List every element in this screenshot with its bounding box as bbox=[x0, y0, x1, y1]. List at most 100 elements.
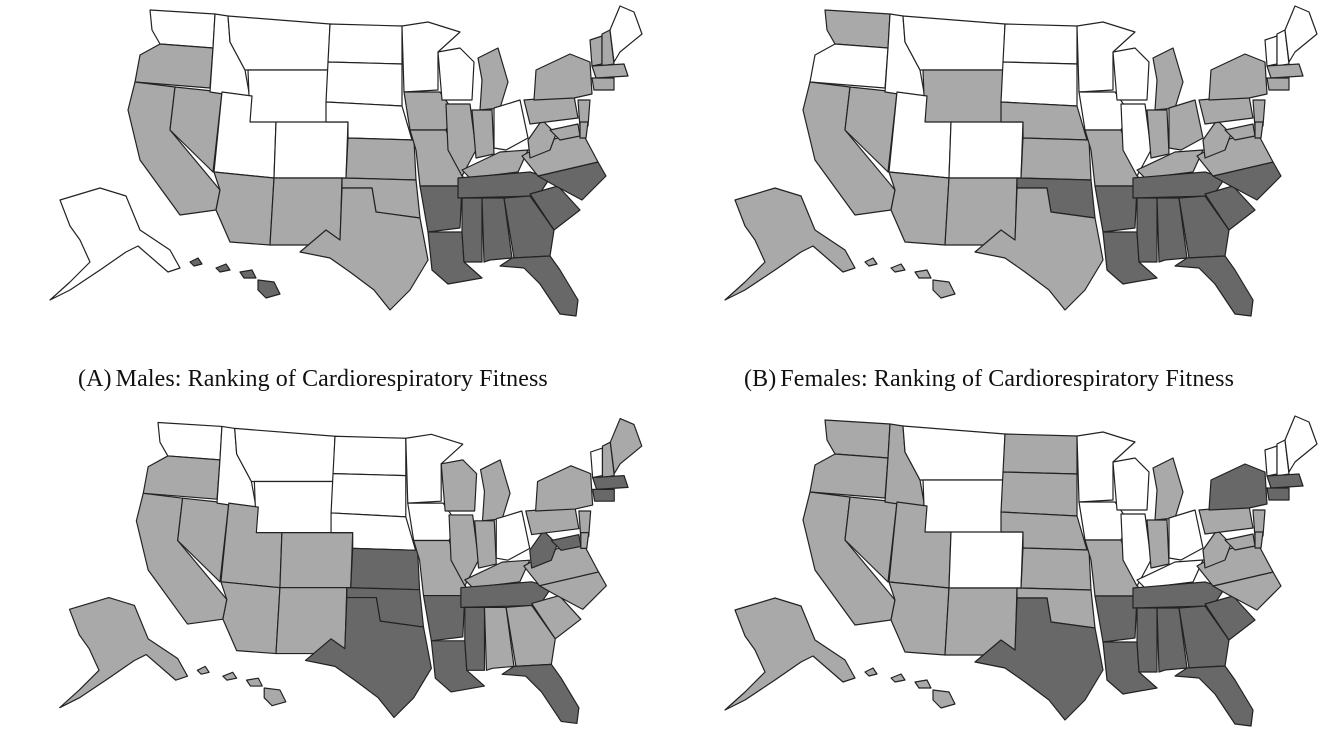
state-mt bbox=[902, 425, 1006, 481]
state-nv bbox=[177, 497, 230, 583]
state-wa bbox=[824, 9, 891, 49]
state-oh bbox=[1168, 509, 1204, 561]
state-ak bbox=[59, 596, 189, 709]
state-hi-island-3 bbox=[245, 677, 263, 687]
state-ar bbox=[1094, 185, 1138, 233]
state-nd bbox=[1002, 433, 1078, 475]
state-hi-island-4 bbox=[932, 279, 956, 299]
state-ma bbox=[591, 63, 629, 79]
state-or bbox=[809, 43, 889, 89]
state-al bbox=[483, 606, 515, 671]
state-me bbox=[1284, 5, 1318, 63]
state-sc bbox=[531, 594, 582, 640]
state-co bbox=[948, 531, 1024, 589]
state-vt bbox=[1264, 35, 1278, 67]
state-wy bbox=[253, 480, 334, 537]
state-sc bbox=[529, 185, 581, 231]
map-panel-d bbox=[700, 410, 1318, 730]
state-il bbox=[1120, 103, 1152, 177]
us-map-a bbox=[49, 5, 643, 317]
state-ar bbox=[1094, 595, 1138, 643]
state-nd bbox=[332, 435, 407, 477]
state-il bbox=[445, 103, 477, 177]
state-ms bbox=[461, 197, 483, 263]
state-fl bbox=[501, 663, 580, 724]
state-vt bbox=[590, 447, 604, 479]
state-ct bbox=[592, 488, 615, 502]
state-az bbox=[220, 581, 281, 655]
state-ms bbox=[464, 606, 486, 671]
state-ms bbox=[1136, 607, 1158, 673]
state-in bbox=[474, 520, 497, 569]
state-ma bbox=[1266, 63, 1304, 79]
state-nv bbox=[844, 496, 898, 583]
state-co bbox=[279, 532, 354, 589]
state-az bbox=[213, 171, 275, 246]
caption-b-text: Females: Ranking of Cardiorespiratory Fi… bbox=[780, 366, 1235, 392]
state-oh bbox=[1168, 99, 1204, 151]
state-sc bbox=[1204, 185, 1256, 231]
caption-a: (A) Males: Ranking of Cardiorespiratory F… bbox=[78, 366, 548, 393]
state-pa bbox=[1198, 95, 1254, 125]
state-de bbox=[1254, 121, 1264, 139]
state-tx bbox=[299, 187, 429, 311]
state-ct bbox=[1266, 487, 1290, 501]
state-il bbox=[448, 514, 480, 587]
state-me bbox=[609, 417, 643, 475]
state-vt bbox=[1264, 445, 1278, 477]
us-map-c bbox=[59, 417, 643, 724]
state-nv bbox=[169, 86, 223, 173]
state-ma bbox=[592, 475, 629, 490]
state-in bbox=[471, 109, 495, 159]
state-hi-island-4 bbox=[932, 689, 956, 709]
state-pa bbox=[1198, 505, 1254, 535]
map-panel-a bbox=[30, 0, 643, 320]
state-hi-island-2 bbox=[890, 673, 906, 683]
state-mt bbox=[234, 427, 336, 483]
state-ar bbox=[419, 185, 463, 233]
state-co bbox=[273, 121, 349, 179]
state-co bbox=[948, 121, 1024, 179]
state-hi-island-2 bbox=[222, 671, 238, 681]
state-nv bbox=[844, 86, 898, 173]
state-hi-island-2 bbox=[215, 263, 231, 273]
state-mi bbox=[479, 459, 511, 522]
state-or bbox=[134, 43, 214, 89]
state-wa bbox=[149, 9, 216, 49]
state-ar bbox=[422, 594, 466, 642]
state-ak bbox=[724, 597, 856, 711]
state-ct bbox=[1266, 77, 1290, 91]
state-pa bbox=[523, 95, 579, 125]
state-pa bbox=[525, 506, 580, 536]
state-oh bbox=[493, 99, 529, 151]
state-hi-island-2 bbox=[890, 263, 906, 273]
state-sc bbox=[1204, 595, 1256, 641]
state-hi-island-3 bbox=[914, 269, 932, 279]
state-or bbox=[809, 453, 889, 499]
state-nd bbox=[1002, 23, 1078, 65]
state-mi bbox=[477, 47, 509, 111]
caption-a-text: Males: Ranking of Cardiorespiratory Fitn… bbox=[115, 366, 548, 392]
state-ga bbox=[505, 604, 556, 667]
state-wy bbox=[922, 479, 1004, 536]
state-tn bbox=[1132, 581, 1226, 609]
state-hi-island-4 bbox=[257, 279, 281, 299]
state-wi bbox=[437, 47, 475, 101]
caption-b: (B) Females: Ranking of Cardiorespiratory… bbox=[744, 366, 1234, 393]
state-wi bbox=[1112, 47, 1150, 101]
state-wy bbox=[922, 69, 1004, 126]
us-map-d bbox=[724, 415, 1318, 727]
state-mt bbox=[227, 15, 331, 71]
state-de bbox=[1254, 531, 1264, 549]
state-sd bbox=[1000, 471, 1078, 517]
state-ny bbox=[1208, 53, 1268, 101]
state-az bbox=[888, 171, 950, 246]
state-de bbox=[580, 532, 590, 549]
state-hi-island-1 bbox=[864, 667, 878, 677]
state-ks bbox=[345, 137, 417, 181]
state-az bbox=[888, 581, 950, 656]
state-hi-island-4 bbox=[263, 687, 287, 707]
state-hi-island-3 bbox=[914, 679, 932, 689]
state-tn bbox=[457, 171, 551, 199]
state-vt bbox=[589, 35, 603, 67]
